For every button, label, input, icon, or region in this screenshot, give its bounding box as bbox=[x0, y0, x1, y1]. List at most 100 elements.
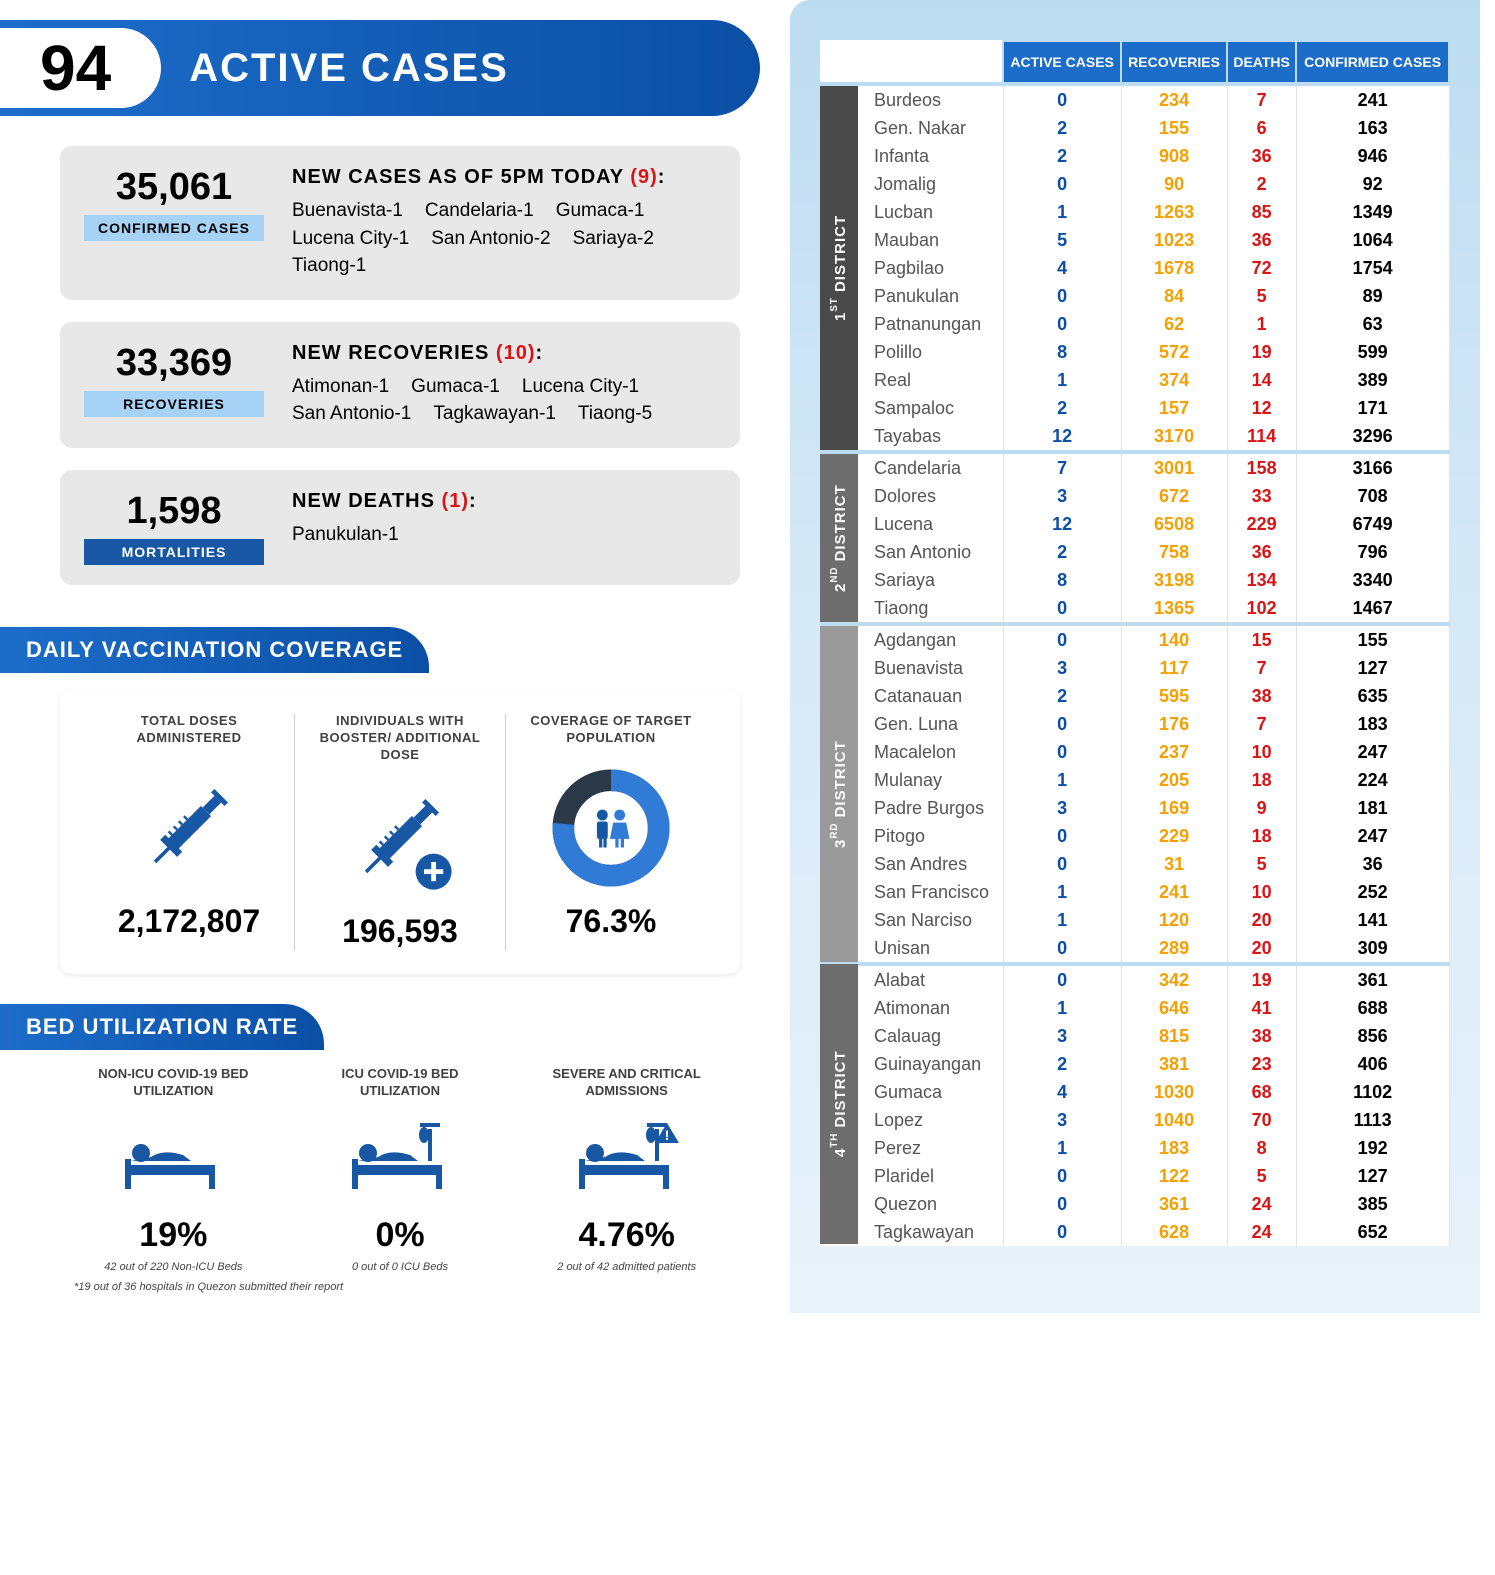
cell-confirmed: 163 bbox=[1296, 114, 1449, 142]
municipality-name: Quezon bbox=[858, 1190, 1003, 1218]
cell-deaths: 36 bbox=[1227, 538, 1296, 566]
municipality-name: San Narciso bbox=[858, 906, 1003, 934]
municipality-name: Unisan bbox=[858, 934, 1003, 964]
municipality-name: Buenavista bbox=[858, 654, 1003, 682]
municipality-name: Pitogo bbox=[858, 822, 1003, 850]
cell-deaths: 24 bbox=[1227, 1218, 1296, 1246]
cell-confirmed: 252 bbox=[1296, 878, 1449, 906]
cell-recoveries: 169 bbox=[1121, 794, 1227, 822]
municipality-name: Lucban bbox=[858, 198, 1003, 226]
cell-confirmed: 1113 bbox=[1296, 1106, 1449, 1134]
cell-active: 3 bbox=[1003, 794, 1121, 822]
table-row: Pitogo 0 229 18 247 bbox=[820, 822, 1449, 850]
cell-confirmed: 241 bbox=[1296, 84, 1449, 114]
cell-confirmed: 361 bbox=[1296, 964, 1449, 994]
cell-deaths: 23 bbox=[1227, 1050, 1296, 1078]
cell-deaths: 85 bbox=[1227, 198, 1296, 226]
tile-value: 19% bbox=[74, 1216, 273, 1255]
cell-active: 5 bbox=[1003, 226, 1121, 254]
cell-active: 0 bbox=[1003, 738, 1121, 766]
cell-recoveries: 157 bbox=[1121, 394, 1227, 422]
syringe-icon bbox=[96, 763, 282, 893]
cell-deaths: 15 bbox=[1227, 624, 1296, 654]
list-item: San Antonio-1 bbox=[292, 400, 411, 428]
municipality-name: Mauban bbox=[858, 226, 1003, 254]
cell-recoveries: 361 bbox=[1121, 1190, 1227, 1218]
table-row: Buenavista 3 117 7 127 bbox=[820, 654, 1449, 682]
confirmed-value: 35,061 bbox=[84, 166, 264, 209]
cell-confirmed: 309 bbox=[1296, 934, 1449, 964]
cell-active: 0 bbox=[1003, 1162, 1121, 1190]
recoveries-title: NEW RECOVERIES (10): bbox=[292, 342, 716, 365]
cell-recoveries: 815 bbox=[1121, 1022, 1227, 1050]
cell-recoveries: 122 bbox=[1121, 1162, 1227, 1190]
active-cases-banner: 94 ACTIVE CASES bbox=[0, 20, 760, 116]
cell-deaths: 18 bbox=[1227, 822, 1296, 850]
tile-value: 4.76% bbox=[527, 1216, 726, 1255]
cell-active: 0 bbox=[1003, 964, 1121, 994]
cell-deaths: 10 bbox=[1227, 738, 1296, 766]
cell-recoveries: 62 bbox=[1121, 310, 1227, 338]
vacc-tiles: TOTAL DOSES ADMINISTERED 2,172,807INDIVI… bbox=[60, 689, 740, 975]
cell-active: 3 bbox=[1003, 482, 1121, 510]
tile-sub: 0 out of 0 ICU Beds bbox=[301, 1261, 500, 1273]
table-row: Patnanungan 0 62 1 63 bbox=[820, 310, 1449, 338]
bed-tile: ICU COVID-19 BED UTILIZATION 0% 0 out of… bbox=[287, 1066, 514, 1273]
table-row: Pagbilao 4 1678 72 1754 bbox=[820, 254, 1449, 282]
table-row: San Narciso 1 120 20 141 bbox=[820, 906, 1449, 934]
cell-active: 2 bbox=[1003, 114, 1121, 142]
table-row: San Andres 0 31 5 36 bbox=[820, 850, 1449, 878]
recoveries-tag: RECOVERIES bbox=[84, 391, 264, 417]
cell-confirmed: 92 bbox=[1296, 170, 1449, 198]
table-header: CONFIRMED CASES bbox=[1296, 41, 1449, 84]
table-row: Calauag 3 815 38 856 bbox=[820, 1022, 1449, 1050]
municipality-name: Dolores bbox=[858, 482, 1003, 510]
cell-confirmed: 36 bbox=[1296, 850, 1449, 878]
cell-deaths: 10 bbox=[1227, 878, 1296, 906]
cell-active: 0 bbox=[1003, 1218, 1121, 1246]
bed-tile: NON-ICU COVID-19 BED UTILIZATION 19% 42 … bbox=[60, 1066, 287, 1273]
table-row: Gen. Luna 0 176 7 183 bbox=[820, 710, 1449, 738]
stat-card-confirmed: 35,061 CONFIRMED CASES NEW CASES AS OF 5… bbox=[60, 146, 740, 300]
table-row: Gen. Nakar 2 155 6 163 bbox=[820, 114, 1449, 142]
cell-active: 0 bbox=[1003, 282, 1121, 310]
municipality-name: Tagkawayan bbox=[858, 1218, 1003, 1246]
table-row: Macalelon 0 237 10 247 bbox=[820, 738, 1449, 766]
municipality-name: Atimonan bbox=[858, 994, 1003, 1022]
cell-recoveries: 6508 bbox=[1121, 510, 1227, 538]
recoveries-value: 33,369 bbox=[84, 342, 264, 385]
table-row: Tagkawayan 0 628 24 652 bbox=[820, 1218, 1449, 1246]
cell-active: 2 bbox=[1003, 538, 1121, 566]
cell-confirmed: 1349 bbox=[1296, 198, 1449, 226]
cell-recoveries: 374 bbox=[1121, 366, 1227, 394]
cell-deaths: 1 bbox=[1227, 310, 1296, 338]
cell-deaths: 19 bbox=[1227, 964, 1296, 994]
list-item: Buenavista-1 bbox=[292, 197, 403, 225]
cell-confirmed: 171 bbox=[1296, 394, 1449, 422]
tile-label: INDIVIDUALS WITH BOOSTER/ ADDITIONAL DOS… bbox=[307, 713, 493, 764]
municipality-name: San Andres bbox=[858, 850, 1003, 878]
municipality-name: Calauag bbox=[858, 1022, 1003, 1050]
cell-deaths: 114 bbox=[1227, 422, 1296, 452]
table-row: 1ST DISTRICTBurdeos 0 234 7 241 bbox=[820, 84, 1449, 114]
district-label: 1ST DISTRICT bbox=[820, 84, 858, 452]
table-row: Unisan 0 289 20 309 bbox=[820, 934, 1449, 964]
cell-deaths: 20 bbox=[1227, 934, 1296, 964]
cell-active: 1 bbox=[1003, 366, 1121, 394]
cell-recoveries: 1365 bbox=[1121, 594, 1227, 624]
district-table: ACTIVE CASESRECOVERIESDEATHSCONFIRMED CA… bbox=[820, 40, 1450, 1246]
cell-recoveries: 672 bbox=[1121, 482, 1227, 510]
cell-active: 3 bbox=[1003, 654, 1121, 682]
cell-recoveries: 342 bbox=[1121, 964, 1227, 994]
tile-value: 76.3% bbox=[518, 903, 704, 940]
cell-recoveries: 646 bbox=[1121, 994, 1227, 1022]
municipality-name: Real bbox=[858, 366, 1003, 394]
municipality-name: Gumaca bbox=[858, 1078, 1003, 1106]
cell-confirmed: 155 bbox=[1296, 624, 1449, 654]
cell-active: 0 bbox=[1003, 934, 1121, 964]
table-row: 2ND DISTRICTCandelaria 7 3001 158 3166 bbox=[820, 452, 1449, 482]
cell-confirmed: 385 bbox=[1296, 1190, 1449, 1218]
cell-confirmed: 3340 bbox=[1296, 566, 1449, 594]
tile-label: ICU COVID-19 BED UTILIZATION bbox=[301, 1066, 500, 1106]
vacc-tile: INDIVIDUALS WITH BOOSTER/ ADDITIONAL DOS… bbox=[294, 713, 505, 951]
